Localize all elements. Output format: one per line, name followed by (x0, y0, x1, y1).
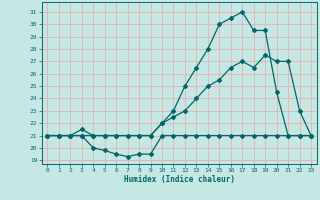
X-axis label: Humidex (Indice chaleur): Humidex (Indice chaleur) (124, 175, 235, 184)
